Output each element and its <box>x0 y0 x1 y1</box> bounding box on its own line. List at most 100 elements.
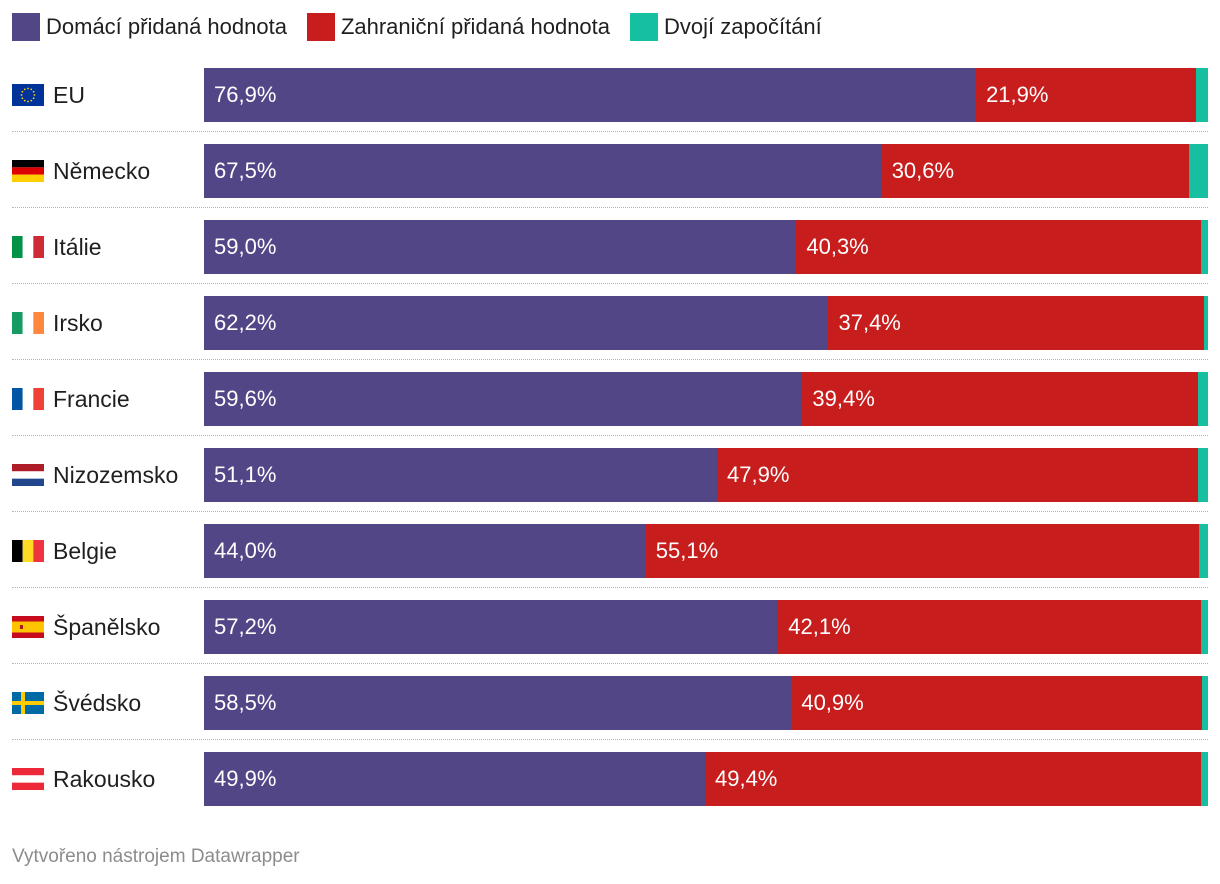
chart-row: Francie 59,6% 39,4% <box>0 360 1220 436</box>
bar-track: 59,0% 40,3% <box>204 220 1208 274</box>
value-label: 62,2% <box>214 310 277 335</box>
chart-row: Irsko 62,2% 37,4% <box>0 284 1220 360</box>
legend-swatch <box>306 13 335 41</box>
double-counting-bar <box>1203 296 1208 350</box>
value-label: 37,4% <box>838 310 901 335</box>
value-label: 59,0% <box>214 234 277 259</box>
belgium-flag-icon <box>12 540 44 562</box>
domestic-value-bar <box>204 372 803 426</box>
country-label: EU <box>12 68 85 122</box>
double-counting-bar <box>1197 372 1208 426</box>
row-divider <box>12 587 1208 588</box>
legend-swatch <box>12 13 40 41</box>
chart-row: EU 76,9% 21,9% <box>0 56 1220 132</box>
foreign-value-bar <box>881 144 1189 198</box>
foreign-value-bar <box>778 600 1201 654</box>
double-counting-bar <box>1195 68 1208 122</box>
row-divider <box>12 663 1208 664</box>
value-label: 51,1% <box>214 462 277 487</box>
value-label: 49,9% <box>214 766 277 791</box>
value-label: 39,4% <box>812 386 875 411</box>
country-name: Francie <box>53 385 130 412</box>
country-name: Německo <box>53 157 151 184</box>
foreign-value-bar <box>704 752 1201 806</box>
country-name: Itálie <box>53 233 102 260</box>
chart-row: Španělsko 57,2% 42,1% <box>0 588 1220 664</box>
country-name: Španělsko <box>53 613 161 640</box>
domestic-value-bar <box>204 524 646 578</box>
country-label: Irsko <box>12 296 103 350</box>
row-divider <box>12 283 1208 284</box>
double-counting-bar <box>1200 600 1208 654</box>
row-divider <box>12 739 1208 740</box>
double-counting-bar <box>1197 448 1208 502</box>
double-counting-bar <box>1201 676 1208 730</box>
country-label: Rakousko <box>12 752 155 806</box>
value-label: 55,1% <box>655 538 719 563</box>
domestic-value-bar <box>204 676 792 730</box>
legend-label: Dvojí započítání <box>664 14 822 39</box>
stacked-bar-chart: EU 76,9% 21,9% Německo 67,5% 30,6% Itálie 59,0%… <box>0 56 1220 816</box>
value-label: 59,6% <box>214 386 277 411</box>
legend-label: Domácí přidaná hodnota <box>46 14 287 39</box>
double-counting-bar <box>1198 524 1208 578</box>
value-label: 57,2% <box>214 614 277 639</box>
legend-item: Domácí přidaná hodnota <box>12 13 287 41</box>
value-label: 21,9% <box>986 82 1049 107</box>
foreign-value-bar <box>645 524 1199 578</box>
italy-flag-icon <box>12 236 44 258</box>
country-label: Španělsko <box>12 600 160 654</box>
country-name: Nizozemsko <box>53 461 179 488</box>
austria-flag-icon <box>12 768 44 790</box>
double-counting-bar <box>1200 752 1208 806</box>
chart-row: Nizozemsko 51,1% 47,9% <box>0 436 1220 512</box>
double-counting-bar <box>1200 220 1208 274</box>
domestic-value-bar <box>204 220 797 274</box>
chart-legend: Domácí přidaná hodnota Zahraniční přidaná… <box>12 12 842 42</box>
foreign-value-bar <box>791 676 1202 730</box>
country-name: Irsko <box>53 309 103 336</box>
chart-row: Švédsko 58,5% 40,9% <box>0 664 1220 740</box>
country-label: Belgie <box>12 524 117 578</box>
value-label: 67,5% <box>214 158 277 183</box>
domestic-value-bar <box>204 600 779 654</box>
foreign-value-bar <box>828 296 1204 350</box>
row-divider <box>12 131 1208 132</box>
value-label: 47,9% <box>727 462 790 487</box>
domestic-value-bar <box>204 752 705 806</box>
country-name: EU <box>53 81 85 108</box>
value-label: 44,0% <box>214 538 277 563</box>
bar-track: 44,0% 55,1% <box>204 524 1208 578</box>
value-label: 40,9% <box>801 690 864 715</box>
spain-flag-icon <box>12 616 44 638</box>
bar-track: 57,2% 42,1% <box>204 600 1208 654</box>
domestic-value-bar <box>204 296 829 350</box>
netherlands-flag-icon <box>12 464 44 486</box>
value-label: 40,3% <box>806 234 869 259</box>
country-name: Belgie <box>53 537 117 564</box>
chart-row: Německo 67,5% 30,6% <box>0 132 1220 208</box>
row-divider <box>12 435 1208 436</box>
foreign-value-bar <box>796 220 1201 274</box>
sweden-flag-icon <box>12 692 44 714</box>
value-label: 30,6% <box>891 158 955 183</box>
chart-row: Itálie 59,0% 40,3% <box>0 208 1220 284</box>
germany-flag-icon <box>12 160 44 182</box>
bar-track: 59,6% 39,4% <box>204 372 1208 426</box>
france-flag-icon <box>12 388 44 410</box>
foreign-value-bar <box>976 68 1196 122</box>
ireland-flag-icon <box>12 312 44 334</box>
value-label: 58,5% <box>214 690 277 715</box>
country-label: Německo <box>12 144 150 198</box>
domestic-value-bar <box>204 68 977 122</box>
bar-track: 67,5% 30,6% <box>204 144 1208 198</box>
legend-swatch <box>630 13 659 41</box>
row-divider <box>12 207 1208 208</box>
double-counting-bar <box>1188 144 1208 198</box>
row-divider <box>12 511 1208 512</box>
legend-item: Zahraniční přidaná hodnota <box>306 13 611 41</box>
footer-credit: Vytvořeno nástrojem Datawrapper <box>12 846 300 867</box>
legend-label: Zahraniční přidaná hodnota <box>340 14 611 39</box>
country-name: Švédsko <box>53 689 142 716</box>
bar-track: 58,5% 40,9% <box>204 676 1208 730</box>
